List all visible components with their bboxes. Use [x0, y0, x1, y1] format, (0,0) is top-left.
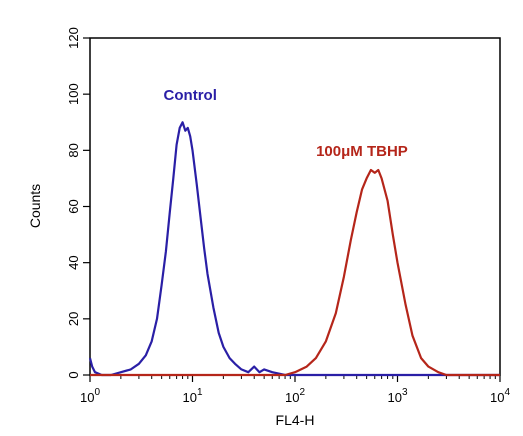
x-axis-ticks: 100 101 102 103 104 [80, 375, 510, 405]
y-tick-label: 60 [66, 199, 81, 213]
y-tick-label: 100 [66, 83, 81, 105]
y-tick-label: 40 [66, 255, 81, 269]
y-tick-label: 0 [66, 371, 81, 378]
x-tick-label: 102 [285, 387, 305, 405]
y-tick-label: 20 [66, 312, 81, 326]
x-tick-label: 100 [80, 387, 100, 405]
series-annotation: 100μM TBHP [316, 143, 408, 160]
x-axis-title: FL4-H [276, 412, 315, 428]
series-line-100-m-tbhp [90, 168, 500, 377]
plot-frame [89, 37, 501, 376]
series-annotation: Control [164, 87, 217, 104]
x-tick-label: 104 [490, 387, 510, 405]
series-layer [88, 121, 500, 377]
x-tick-label: 103 [387, 387, 407, 405]
annotation-layer: Control 100μM TBHP [164, 87, 408, 160]
y-axis-title: Counts [27, 184, 43, 228]
y-axis-ticks: 0 20 40 60 80 100 120 [66, 27, 90, 379]
series-line-control [88, 121, 500, 377]
y-tick-label: 120 [66, 27, 81, 49]
y-tick-label: 80 [66, 143, 81, 157]
x-tick-label: 101 [182, 387, 202, 405]
